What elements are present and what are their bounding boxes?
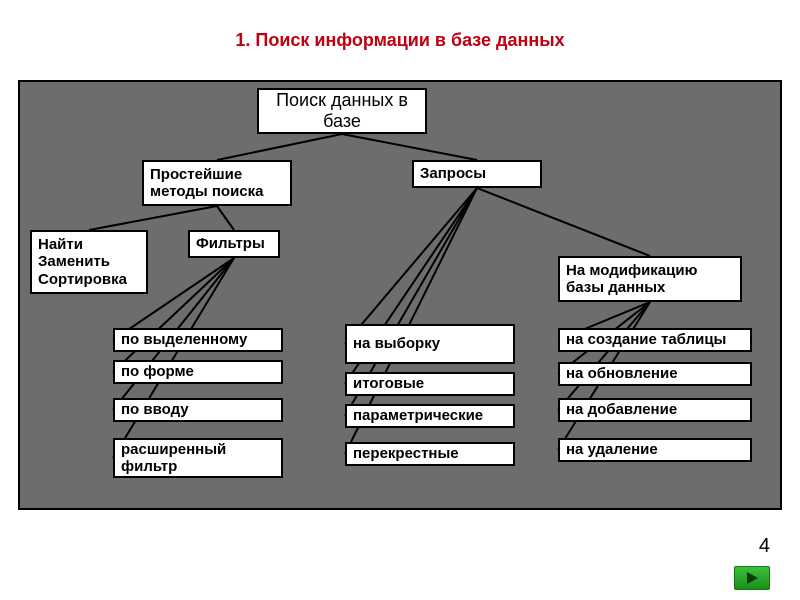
node-m1: на создание таблицы	[558, 328, 752, 352]
node-f1: по выделенному	[113, 328, 283, 352]
node-m3: на добавление	[558, 398, 752, 422]
node-modify: На модификацию базы данных	[558, 256, 742, 302]
node-queries: Запросы	[412, 160, 542, 188]
play-icon	[745, 571, 759, 585]
node-root: Поиск данных в базе	[257, 88, 427, 134]
node-q4: перекрестные	[345, 442, 515, 466]
node-find: НайтиЗаменитьСортировка	[30, 230, 148, 294]
node-filters: Фильтры	[188, 230, 280, 258]
node-q3: параметрические	[345, 404, 515, 428]
next-slide-button[interactable]	[734, 566, 770, 590]
slide-title: 1. Поиск информации в базе данных	[0, 30, 800, 51]
node-f3: по вводу	[113, 398, 283, 422]
node-f4: расширенный фильтр	[113, 438, 283, 478]
page-number: 4	[759, 535, 770, 558]
node-q2: итоговые	[345, 372, 515, 396]
node-q1: на выборку	[345, 324, 515, 364]
node-m2: на обновление	[558, 362, 752, 386]
node-simple: Простейшие методы поиска	[142, 160, 292, 206]
node-f2: по форме	[113, 360, 283, 384]
slide: 1. Поиск информации в базе данных 4 Поис…	[0, 0, 800, 600]
node-m4: на удаление	[558, 438, 752, 462]
